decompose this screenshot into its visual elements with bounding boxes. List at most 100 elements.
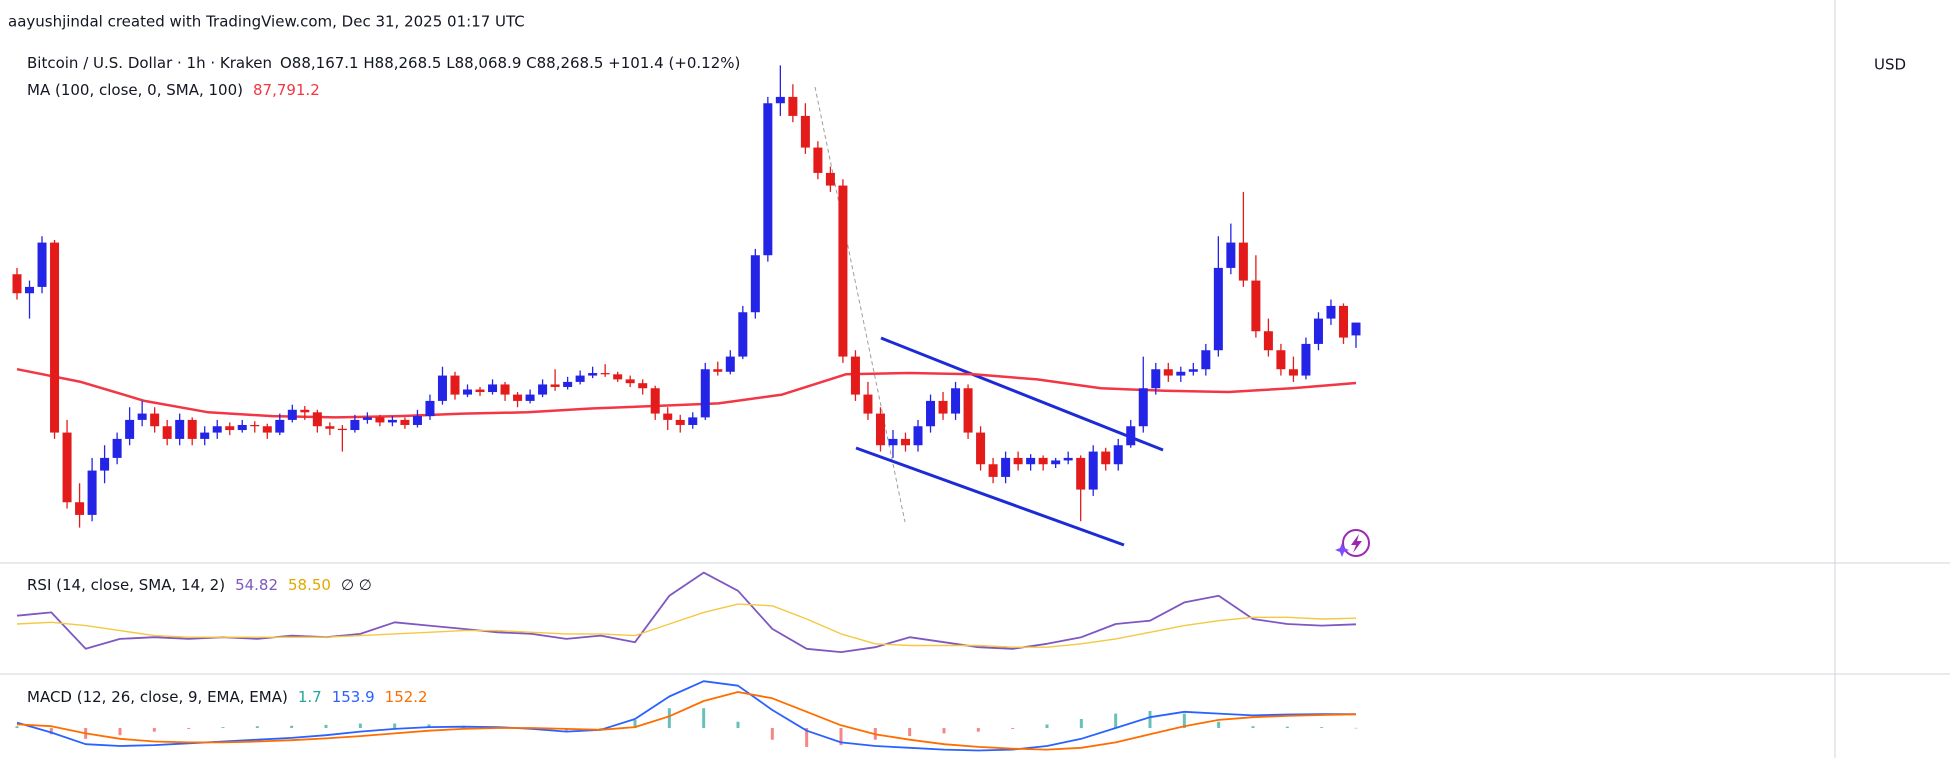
candle-body (650, 388, 660, 414)
candle-body (1163, 369, 1173, 376)
candle-body (588, 373, 598, 376)
rsi-legend: RSI (14, close, SMA, 14, 2) 54.82 58.50 ∅ ∅ (27, 576, 372, 594)
candle-body (50, 242, 60, 433)
candle-body (1088, 451, 1098, 490)
macd-hist-bar (1011, 728, 1015, 729)
symbol-title: Bitcoin / U.S. Dollar · 1h · Kraken (27, 54, 272, 72)
macd-hist-bar (1114, 713, 1118, 729)
candle-body (1076, 457, 1086, 490)
candle-body (175, 419, 185, 439)
candle-body (325, 426, 335, 429)
candle-body (450, 375, 460, 395)
candle-body (137, 413, 147, 420)
candle-body (888, 438, 898, 446)
candle-body (938, 400, 948, 414)
rsi-value: 54.82 (235, 576, 278, 594)
macd-hist-bar (1217, 721, 1221, 729)
candle-body (926, 400, 936, 427)
candle-body (225, 426, 235, 431)
candle-body (275, 419, 285, 433)
candle-body (112, 438, 122, 458)
candle-body (1226, 242, 1236, 268)
macd-hist-bar (1045, 724, 1049, 729)
candle-body (350, 419, 360, 431)
candle-body (1101, 451, 1111, 465)
candle-body (750, 255, 760, 313)
candle-body (462, 389, 473, 395)
candle-body (951, 388, 961, 414)
symbol-legend: Bitcoin / U.S. Dollar · 1h · Kraken O88,1… (27, 54, 740, 72)
macd-hist-bar (152, 728, 156, 732)
candle-body (1301, 343, 1311, 376)
candle-body (337, 428, 347, 431)
candle-body (287, 409, 297, 420)
candle-body (663, 413, 673, 420)
candle-body (187, 419, 197, 439)
candle-body (1313, 318, 1323, 344)
candle-body (838, 185, 848, 357)
macd-name: MACD (12, 26, close, 9, EMA, EMA) (27, 688, 288, 706)
marks (12, 65, 1361, 752)
candle-body (800, 115, 810, 148)
ma-value: 87,791.2 (253, 81, 320, 99)
candle-body (312, 412, 322, 427)
candle-body (825, 172, 835, 186)
candle-body (412, 416, 422, 425)
labels: aayushjindal created with TradingView.co… (8, 13, 1906, 706)
candle-body (625, 379, 635, 384)
candle-body (1276, 350, 1286, 370)
candle-body (1013, 457, 1023, 465)
rsi-empty: ∅ ∅ (341, 576, 372, 594)
ohlc: O88,167.1 H88,268.5 L88,068.9 C88,268.5 … (280, 54, 740, 72)
candle-body (1288, 369, 1298, 376)
candle-body (1001, 457, 1011, 477)
macd-signal-value: 152.2 (385, 688, 428, 706)
macd-hist-bar (839, 728, 843, 746)
macd-legend: MACD (12, 26, close, 9, EMA, EMA) 1.7 153.… (27, 688, 428, 706)
macd-hist-value: 1.7 (298, 688, 322, 706)
macd-line (16, 680, 1357, 752)
rsi-line (16, 603, 1357, 648)
channel-lower (855, 446, 1125, 547)
candle-body (1126, 426, 1136, 446)
candle-body (400, 419, 410, 425)
candle-body (1201, 350, 1211, 370)
macd-hist-bar (358, 723, 362, 729)
candle-body (1351, 322, 1361, 336)
candle-body (87, 470, 97, 515)
candle-body (600, 373, 610, 375)
candle-body (1038, 457, 1048, 465)
candle-body (513, 394, 523, 401)
candle-body (1326, 305, 1336, 319)
candle-body (813, 147, 823, 173)
candle-body (1338, 305, 1348, 338)
rsi-line (16, 571, 1357, 653)
candle-body (675, 419, 685, 425)
candle-body (713, 369, 723, 372)
candle-body (425, 400, 435, 417)
candle-body (75, 502, 85, 515)
alert-bolt[interactable] (1351, 534, 1362, 553)
candle-body (1251, 280, 1261, 332)
candle-body (300, 409, 310, 413)
macd-hist-bar (976, 728, 980, 732)
candle-body (725, 356, 735, 372)
candle-body (1213, 267, 1223, 351)
candle-body (25, 286, 35, 294)
macd-hist-bar (187, 728, 191, 729)
macd-hist-bar (1354, 727, 1358, 729)
candle-body (150, 413, 160, 427)
candle-body (488, 384, 498, 393)
candle-body (162, 426, 172, 439)
rsi-name: RSI (14, close, SMA, 14, 2) (27, 576, 225, 594)
candle-body (212, 426, 222, 433)
macd-hist-bar (633, 719, 637, 729)
alert-icon[interactable] (1335, 529, 1370, 557)
candle-body (237, 424, 247, 431)
candle-body (1176, 371, 1186, 376)
channel-upper (880, 336, 1164, 452)
macd-line (16, 691, 1357, 751)
macd-hist-bar (1079, 719, 1083, 729)
